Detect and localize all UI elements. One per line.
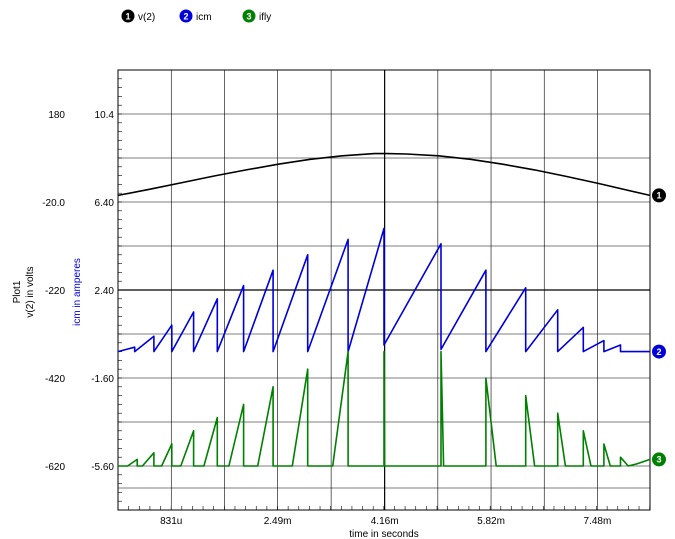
end-marker-badge	[652, 344, 666, 359]
x-tick-label: 2.49m	[264, 516, 292, 527]
x-tick-label: 831u	[160, 516, 182, 527]
legend-item-icm[interactable]: 2 icm	[179, 9, 212, 24]
end-marker-badge	[652, 188, 666, 203]
y-left-tick-label: -220	[45, 286, 65, 297]
series-line-icm	[117, 227, 650, 353]
y-right-axis-title: icm in amperes	[72, 258, 83, 326]
end-markers: 1 2 3	[652, 188, 666, 467]
end-marker-badge	[652, 452, 666, 467]
legend-badge-2	[179, 9, 193, 23]
y-right-tick-label: -5.60	[91, 462, 114, 473]
legend-label-icm: icm	[196, 12, 212, 23]
legend-badge-2-number: 2	[183, 11, 188, 21]
legend: 1 v(2) 2 icm 3 ifly	[121, 9, 272, 24]
series-line-v2	[117, 152, 651, 197]
legend-label-ifly: ifly	[259, 12, 271, 23]
series-end-marker-1[interactable]: 1	[652, 188, 666, 203]
x-tick-label: 5.82m	[477, 516, 505, 527]
legend-item-ifly[interactable]: 3 ifly	[242, 9, 272, 24]
legend-item-v2[interactable]: 1 v(2)	[121, 9, 156, 24]
legend-badge-1-number: 1	[125, 11, 130, 21]
end-marker-number: 2	[656, 347, 661, 357]
x-axis-title: time in seconds	[349, 529, 418, 539]
x-tick-label: 7.48m	[584, 516, 612, 527]
x-tick-labels: 831u 2.49m 4.16m 5.82m 7.48m	[160, 516, 611, 527]
y-tick-labels: 180 -20.0 -220 -420 -620 10.4 6.40 2.40 -1.60 -5.…	[42, 110, 114, 473]
series-line-ifly	[118, 350, 651, 467]
y-right-tick-label: 2.40	[95, 286, 115, 297]
y-left-axis-title: v(2) in volts	[25, 266, 36, 317]
legend-label-v2: v(2)	[138, 12, 155, 23]
plot-name-label: Plot1	[12, 280, 23, 303]
end-marker-number: 3	[656, 455, 661, 465]
y-right-tick-label: -1.60	[91, 374, 114, 385]
y-left-tick-label: 180	[48, 110, 65, 121]
end-marker-number: 1	[656, 191, 661, 201]
legend-badge-1	[121, 9, 135, 23]
minor-ticks	[117, 78, 650, 510]
series-end-marker-3[interactable]: 3	[652, 452, 666, 467]
y-left-tick-label: -20.0	[42, 198, 65, 209]
x-tick-label: 4.16m	[371, 516, 399, 527]
y-left-tick-label: -420	[45, 374, 65, 385]
y-right-tick-label: 6.40	[95, 198, 115, 209]
legend-badge-3-number: 3	[246, 11, 251, 21]
y-right-tick-label: 10.4	[95, 110, 115, 121]
legend-badge-3	[242, 9, 256, 23]
series-end-marker-2[interactable]: 2	[652, 344, 666, 359]
series-lines	[117, 152, 651, 467]
y-left-tick-label: -620	[45, 462, 65, 473]
